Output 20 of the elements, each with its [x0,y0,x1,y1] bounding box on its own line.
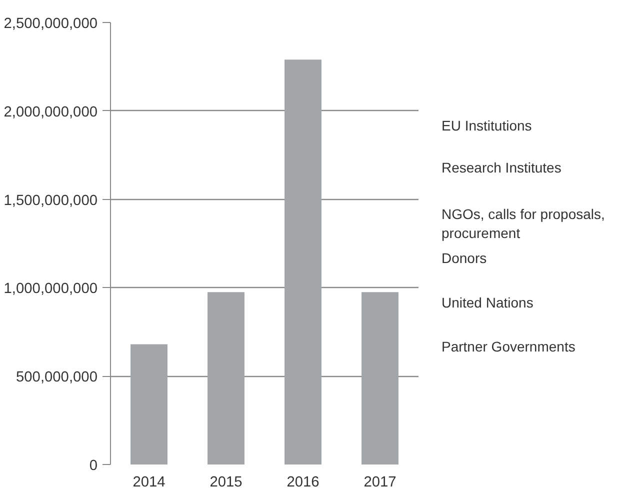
bar [130,344,168,464]
y-tick-label: 500,000,000 [16,370,98,386]
x-tick-label: 2015 [210,474,242,490]
text: EU Institutions [442,118,532,134]
y-tick-label: 1,500,000,000 [4,192,98,209]
bar [284,60,322,464]
x-tick-label: 2014 [132,474,166,490]
y-tick-label: 2,500,000,000 [4,16,98,32]
bar [362,292,398,464]
y-tick-label: 2,000,000,000 [4,104,98,120]
y-tick-label: 0 [89,458,98,474]
x-tick-label: 2016 [286,474,320,490]
x-tick-label: 2017 [364,474,396,490]
text: United Nations [442,294,534,310]
text: Partner Governments [442,338,576,355]
text: NGOs, calls for proposals, procurement [442,206,605,242]
text: Donors [442,250,487,266]
text: Research Institutes [442,160,562,176]
y-tick-label: 1,000,000,000 [4,281,98,298]
bar [208,292,244,464]
